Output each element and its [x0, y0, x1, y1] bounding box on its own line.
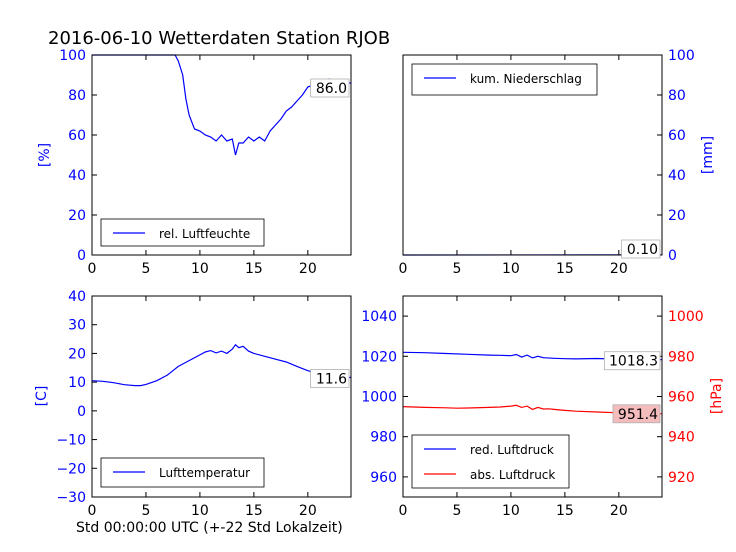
y-tick-label-p3: −10 — [56, 433, 86, 449]
y-tick-label-p1: 0 — [77, 248, 86, 264]
y-tick-label-p4-left: 1040 — [361, 309, 397, 325]
x-tick-label-p1: 15 — [245, 261, 263, 277]
y-tick-label-p3: 10 — [68, 375, 86, 391]
legend-label: Lufttemperatur — [159, 466, 250, 480]
y-tick-label-p4-right: 920 — [668, 470, 695, 486]
y-tick-label-p1: 80 — [68, 88, 86, 104]
figure-title: 2016-06-10 Wetterdaten Station RJOB — [48, 28, 390, 49]
legend-box — [411, 434, 570, 489]
x-tick-label-p4: 15 — [556, 503, 574, 519]
y-tick-label-p2: 100 — [668, 48, 695, 64]
y-tick-label-p4-right: 1000 — [668, 309, 704, 325]
y-tick-label-p4-right: 960 — [668, 390, 695, 406]
y-axis-label-precip: [mm] — [700, 136, 716, 174]
y-axis-label-temp: [C] — [34, 386, 50, 407]
series-line-luftfeuchte — [92, 54, 351, 156]
y-tick-label-p3: 0 — [77, 404, 86, 420]
y-tick-label-p3: −20 — [56, 461, 86, 477]
y-tick-label-p2: 60 — [668, 128, 686, 144]
y-tick-label-p3: 30 — [68, 318, 86, 334]
legend-label: red. Luftdruck — [470, 443, 554, 457]
x-tick-label-p2: 0 — [399, 261, 408, 277]
y-tick-label-p3: 40 — [68, 289, 86, 305]
last-value-precip-box — [621, 239, 661, 259]
series-line-red-luftdruck — [402, 351, 663, 361]
x-tick-label-p1: 20 — [299, 261, 317, 277]
y-tick-label-p4-left: 1020 — [361, 349, 397, 365]
series-line-abs-luftdruck — [402, 404, 663, 415]
legend-label: kum. Niederschlag — [470, 72, 582, 86]
x-tick-label-p4: 20 — [610, 503, 628, 519]
y-tick-label-p1: 100 — [59, 48, 86, 64]
y-tick-label-p4-left: 980 — [370, 430, 397, 446]
legend-label: rel. Luftfeuchte — [159, 227, 250, 241]
last-value-humidity: 86.0 — [316, 81, 347, 97]
last-value-abs-pressure-box — [612, 404, 661, 424]
series-line-temperatur — [91, 343, 352, 387]
y-tick-label-p4-right: 980 — [668, 349, 695, 365]
plot-frame — [402, 54, 663, 256]
y-axis-label-pressure: [hPa] — [709, 378, 725, 414]
last-value-red-pressure-box — [604, 351, 661, 371]
last-value-temp-box — [310, 369, 350, 388]
last-value-temp: 11.6 — [316, 372, 347, 388]
plot-frame — [91, 54, 352, 256]
last-value-abs-pressure: 951.4 — [618, 407, 658, 423]
x-axis-label: Std 00:00:00 UTC (+-22 Std Lokalzeit) — [76, 520, 343, 536]
x-tick-label-p2: 15 — [556, 261, 574, 277]
legend-label: abs. Luftdruck — [470, 468, 555, 482]
y-tick-label-p3: 20 — [68, 346, 86, 362]
x-tick-label-p3: 10 — [191, 503, 209, 519]
y-tick-label-p2: 20 — [668, 208, 686, 224]
last-value-red-pressure: 1018.3 — [609, 354, 658, 370]
x-tick-label-p2: 10 — [502, 261, 520, 277]
x-tick-label-p1: 10 — [191, 261, 209, 277]
y-tick-label-p1: 60 — [68, 128, 86, 144]
x-tick-label-p3: 5 — [141, 503, 150, 519]
x-tick-label-p4: 0 — [399, 503, 408, 519]
y-tick-label-p3: −30 — [56, 490, 86, 506]
x-tick-label-p3: 0 — [88, 503, 97, 519]
x-tick-label-p3: 20 — [299, 503, 317, 519]
y-axis-label-humidity: [%] — [37, 143, 53, 167]
y-tick-label-p4-left: 1000 — [361, 390, 397, 406]
x-tick-label-p2: 5 — [452, 261, 461, 277]
y-tick-label-p2: 80 — [668, 88, 686, 104]
plot-frame — [91, 295, 352, 498]
x-tick-label-p2: 20 — [610, 261, 628, 277]
y-tick-label-p2: 40 — [668, 168, 686, 184]
y-tick-label-p2: 0 — [668, 248, 677, 264]
y-tick-label-p1: 40 — [68, 168, 86, 184]
y-tick-label-p4-left: 960 — [370, 470, 397, 486]
last-value-humidity-box — [310, 78, 350, 98]
y-tick-label-p1: 20 — [68, 208, 86, 224]
x-tick-label-p1: 5 — [141, 261, 150, 277]
last-value-precip: 0.10 — [627, 242, 658, 258]
legend-box — [411, 63, 598, 96]
x-tick-label-p4: 10 — [502, 503, 520, 519]
x-tick-label-p3: 15 — [245, 503, 263, 519]
x-tick-label-p4: 5 — [452, 503, 461, 519]
x-tick-label-p1: 0 — [88, 261, 97, 277]
y-tick-label-p4-right: 940 — [668, 430, 695, 446]
